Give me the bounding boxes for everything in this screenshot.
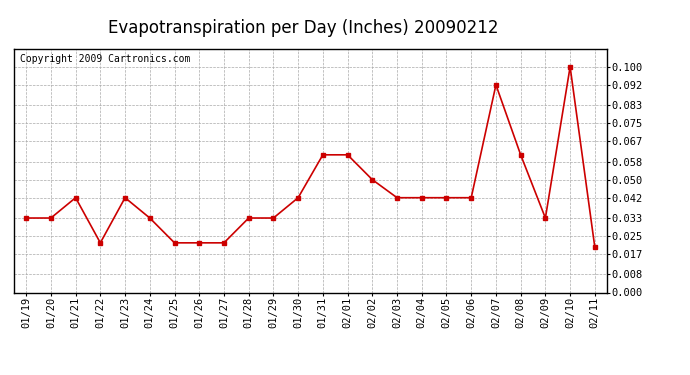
Text: Evapotranspiration per Day (Inches) 20090212: Evapotranspiration per Day (Inches) 2009… bbox=[108, 19, 499, 37]
Text: Copyright 2009 Cartronics.com: Copyright 2009 Cartronics.com bbox=[20, 54, 190, 64]
